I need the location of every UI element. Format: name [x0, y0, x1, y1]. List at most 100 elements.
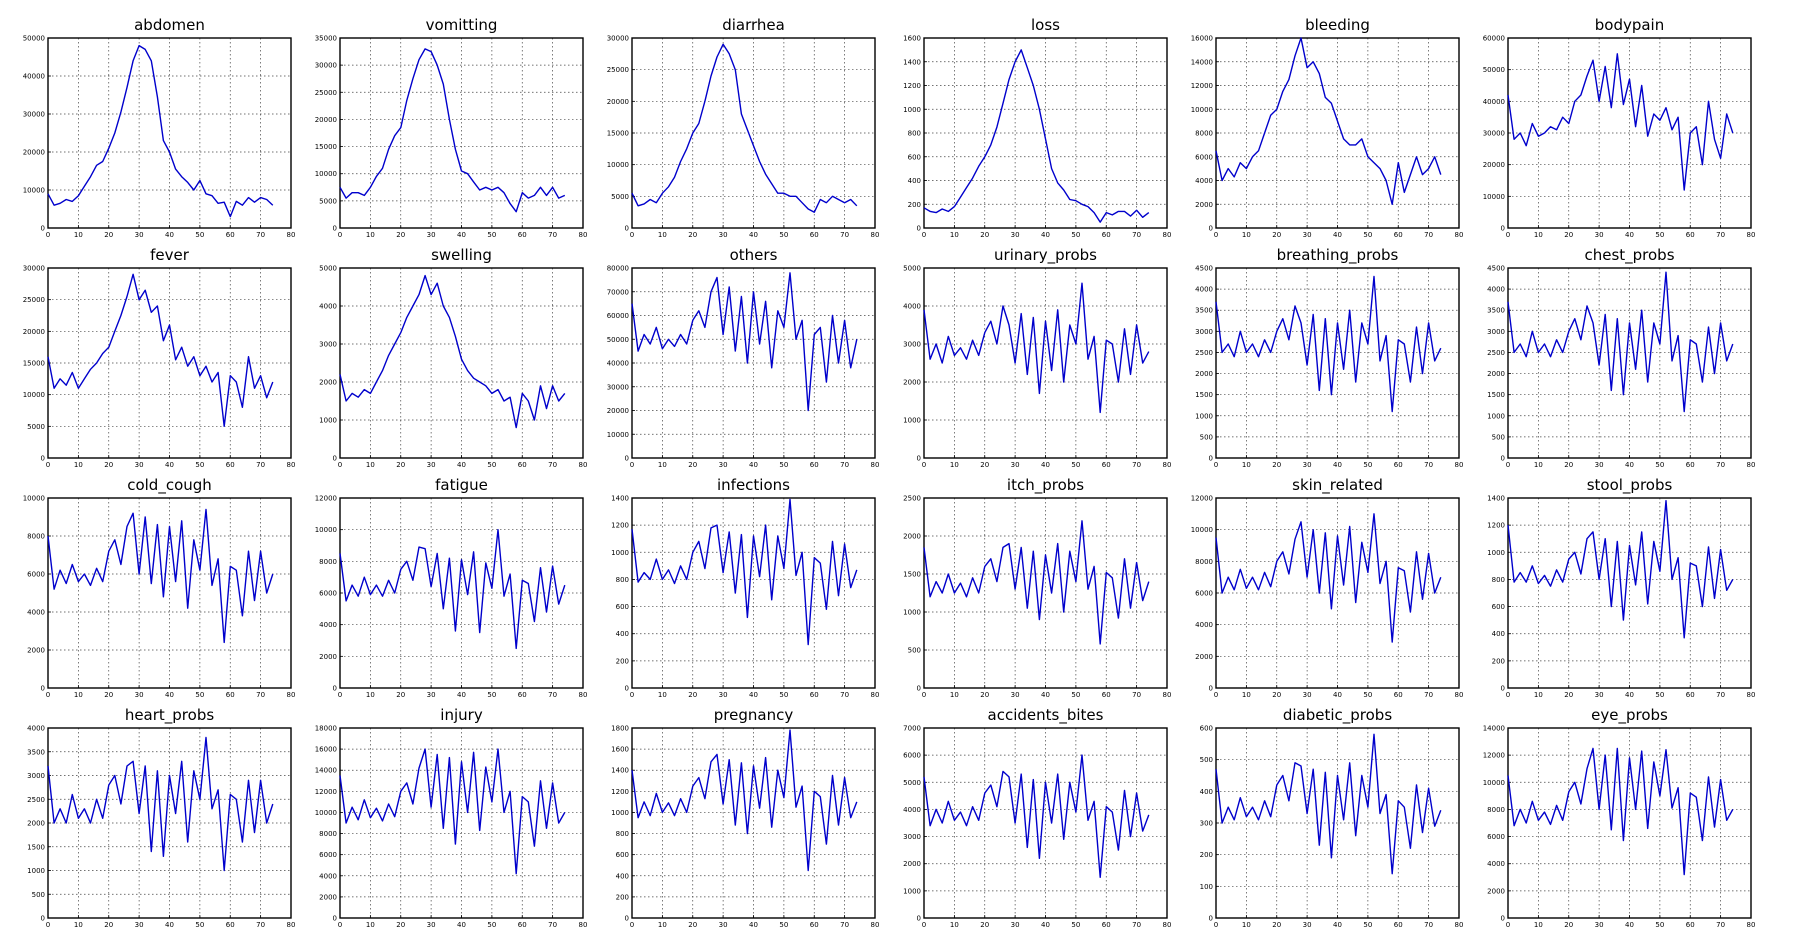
- y-tick-label: 20000: [23, 328, 45, 336]
- x-tick-label: 30: [1303, 691, 1312, 699]
- plot-frame: [631, 497, 876, 689]
- x-tick-label: 80: [1163, 231, 1172, 239]
- y-tick-label: 6000: [1195, 590, 1213, 598]
- x-tick-label: 10: [74, 461, 83, 469]
- x-tick-label: 40: [1041, 921, 1050, 929]
- x-tick-label: 70: [1132, 691, 1141, 699]
- x-tick-label: 30: [1595, 691, 1604, 699]
- series-line: [47, 273, 274, 427]
- x-tick-label: 0: [338, 921, 342, 929]
- plot-frame: [923, 267, 1168, 459]
- x-tick-label: 70: [1424, 461, 1433, 469]
- x-tick-label: 20: [104, 461, 113, 469]
- x-tick-label: 50: [1655, 921, 1664, 929]
- plot-frame: [923, 497, 1168, 689]
- y-tick-label: 1200: [611, 522, 629, 530]
- x-tick-label: 40: [1625, 691, 1634, 699]
- y-tick-label: 0: [625, 455, 629, 463]
- x-tick-label: 80: [287, 691, 296, 699]
- y-tick-label: 10000: [315, 809, 337, 817]
- y-tick-label: 18000: [315, 725, 337, 733]
- x-tick-label: 20: [688, 921, 697, 929]
- x-tick-label: 80: [1747, 461, 1756, 469]
- y-tick-label: 1500: [903, 571, 921, 579]
- series-line: [339, 529, 566, 650]
- y-tick-label: 4000: [903, 303, 921, 311]
- plot-frame: [631, 727, 876, 919]
- y-tick-label: 0: [917, 225, 921, 233]
- series-line: [1507, 747, 1734, 876]
- x-tick-label: 20: [980, 231, 989, 239]
- x-tick-label: 50: [195, 231, 204, 239]
- x-tick-label: 40: [1625, 231, 1634, 239]
- x-tick-label: 80: [1163, 691, 1172, 699]
- y-tick-label: 15000: [23, 360, 45, 368]
- x-tick-label: 50: [487, 921, 496, 929]
- y-tick-label: 2000: [1487, 370, 1505, 378]
- x-tick-label: 10: [1534, 461, 1543, 469]
- x-tick-label: 80: [579, 461, 588, 469]
- x-tick-label: 0: [922, 231, 926, 239]
- x-tick-label: 50: [1655, 691, 1664, 699]
- y-tick-label: 20000: [23, 149, 45, 157]
- x-tick-label: 40: [1041, 231, 1050, 239]
- x-tick-label: 40: [165, 461, 174, 469]
- plot-frame: [1507, 727, 1752, 919]
- y-tick-label: 1400: [611, 767, 629, 775]
- subplot-title: diarrhea: [722, 16, 785, 34]
- y-tick-label: 10000: [1483, 779, 1505, 787]
- y-tick-label: 200: [908, 201, 921, 209]
- y-tick-label: 3000: [1487, 328, 1505, 336]
- y-tick-label: 10000: [607, 431, 629, 439]
- series-line: [339, 274, 566, 429]
- y-tick-label: 50000: [23, 35, 45, 43]
- y-tick-label: 10000: [607, 161, 629, 169]
- y-tick-label: 3500: [27, 748, 45, 756]
- x-tick-label: 20: [396, 921, 405, 929]
- y-tick-label: 15000: [607, 130, 629, 138]
- x-tick-label: 30: [427, 461, 436, 469]
- y-tick-label: 800: [616, 576, 629, 584]
- y-tick-label: 0: [1209, 915, 1213, 923]
- x-tick-label: 30: [719, 461, 728, 469]
- y-tick-label: 8000: [1487, 806, 1505, 814]
- x-tick-label: 0: [46, 691, 50, 699]
- x-tick-label: 40: [749, 921, 758, 929]
- y-tick-label: 8000: [1195, 558, 1213, 566]
- x-tick-label: 50: [1071, 691, 1080, 699]
- x-tick-label: 70: [548, 231, 557, 239]
- x-tick-label: 80: [871, 921, 880, 929]
- x-tick-label: 70: [1716, 921, 1725, 929]
- y-tick-label: 6000: [1195, 153, 1213, 161]
- y-tick-label: 0: [41, 455, 45, 463]
- plot-frame: [631, 37, 876, 229]
- y-tick-label: 500: [32, 891, 45, 899]
- y-tick-label: 2000: [1195, 370, 1213, 378]
- y-tick-label: 0: [333, 455, 337, 463]
- y-tick-label: 400: [1492, 630, 1505, 638]
- x-tick-label: 50: [487, 231, 496, 239]
- subplot-title: chest_probs: [1584, 246, 1674, 265]
- y-tick-label: 12000: [315, 788, 337, 796]
- x-tick-label: 10: [1242, 691, 1251, 699]
- y-tick-label: 1000: [903, 106, 921, 114]
- y-tick-label: 20000: [607, 407, 629, 415]
- y-tick-label: 8000: [319, 558, 337, 566]
- x-tick-label: 50: [779, 461, 788, 469]
- x-tick-label: 40: [1333, 691, 1342, 699]
- x-tick-label: 10: [950, 461, 959, 469]
- y-tick-label: 2500: [903, 495, 921, 503]
- x-tick-label: 50: [1363, 691, 1372, 699]
- x-tick-label: 10: [1534, 231, 1543, 239]
- y-tick-label: 4500: [1195, 265, 1213, 273]
- y-tick-label: 5000: [319, 265, 337, 273]
- subplot-title: vomitting: [426, 16, 498, 34]
- x-tick-label: 50: [195, 921, 204, 929]
- x-tick-label: 0: [922, 691, 926, 699]
- x-tick-label: 50: [195, 461, 204, 469]
